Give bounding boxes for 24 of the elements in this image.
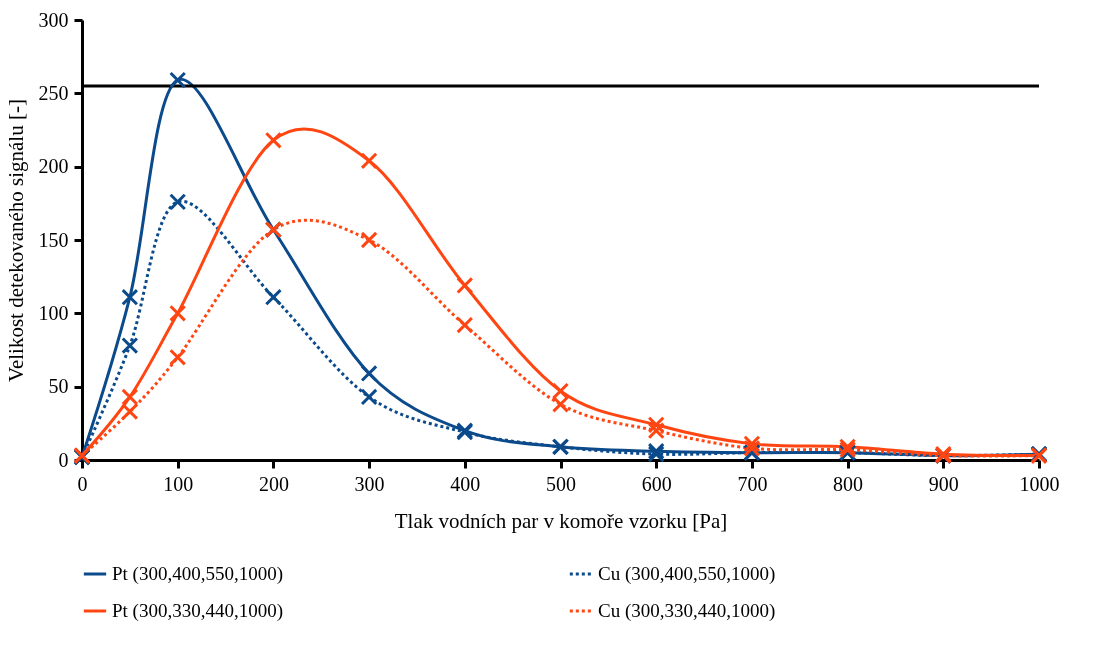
x-tick-label: 1000 bbox=[1019, 472, 1060, 495]
x-tick-label: 0 bbox=[77, 472, 88, 495]
y-axis-title: Velikost detekovaného signálu [-] bbox=[3, 99, 28, 382]
x-tick-label: 600 bbox=[641, 472, 672, 495]
x-tick-label: 100 bbox=[163, 472, 194, 495]
y-tick-label: 50 bbox=[48, 375, 69, 398]
y-tick-label: 200 bbox=[38, 155, 69, 178]
x-axis-title: Tlak vodních par v komoře vzorku [Pa] bbox=[394, 508, 728, 533]
legend-label: Cu (300,330,440,1000) bbox=[598, 600, 776, 622]
x-tick-label: 700 bbox=[737, 472, 768, 495]
x-tick-label: 900 bbox=[928, 472, 959, 495]
y-tick-label: 100 bbox=[38, 301, 69, 324]
x-tick-label: 200 bbox=[258, 472, 289, 495]
y-tick-label: 300 bbox=[38, 8, 69, 31]
y-tick-label: 0 bbox=[58, 448, 69, 471]
x-tick-label: 300 bbox=[354, 472, 385, 495]
legend-label: Cu (300,400,550,1000) bbox=[598, 563, 776, 585]
y-tick-label: 250 bbox=[38, 81, 69, 104]
x-tick-label: 800 bbox=[833, 472, 864, 495]
legend-label: Pt (300,400,550,1000) bbox=[112, 563, 283, 585]
legend-label: Pt (300,330,440,1000) bbox=[112, 600, 283, 622]
y-tick-label: 150 bbox=[38, 228, 69, 251]
x-tick-label: 500 bbox=[546, 472, 576, 495]
x-tick-label: 400 bbox=[450, 472, 481, 495]
